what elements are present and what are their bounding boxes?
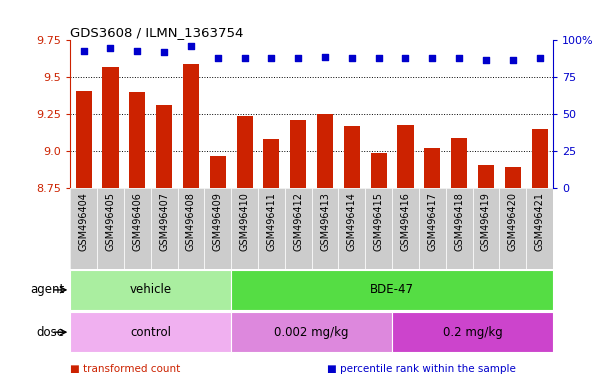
Bar bbox=[151, 188, 178, 269]
Bar bbox=[231, 188, 258, 269]
Bar bbox=[103, 67, 119, 188]
Text: ■ percentile rank within the sample: ■ percentile rank within the sample bbox=[327, 364, 516, 374]
Bar bbox=[317, 114, 333, 188]
Text: GSM496420: GSM496420 bbox=[508, 192, 518, 251]
Point bbox=[159, 49, 169, 55]
Bar bbox=[371, 153, 387, 188]
Text: GSM496421: GSM496421 bbox=[535, 192, 544, 251]
Bar bbox=[178, 188, 204, 269]
Bar bbox=[70, 312, 231, 353]
Point bbox=[401, 55, 411, 61]
Text: GSM496417: GSM496417 bbox=[427, 192, 437, 251]
Text: GSM496418: GSM496418 bbox=[454, 192, 464, 251]
Point bbox=[133, 48, 142, 54]
Text: GSM496419: GSM496419 bbox=[481, 192, 491, 251]
Bar bbox=[204, 188, 231, 269]
Bar bbox=[70, 270, 231, 310]
Point bbox=[508, 56, 518, 63]
Text: GSM496404: GSM496404 bbox=[79, 192, 89, 251]
Bar bbox=[451, 138, 467, 188]
Point bbox=[186, 43, 196, 49]
Bar bbox=[526, 188, 553, 269]
Point bbox=[428, 55, 437, 61]
Text: agent: agent bbox=[30, 283, 64, 296]
Text: 0.2 mg/kg: 0.2 mg/kg bbox=[442, 326, 502, 339]
Bar bbox=[183, 64, 199, 188]
Point bbox=[266, 55, 276, 61]
Bar bbox=[338, 188, 365, 269]
Point bbox=[213, 55, 222, 61]
Bar bbox=[344, 126, 360, 188]
Text: GSM496415: GSM496415 bbox=[374, 192, 384, 251]
Text: BDE-47: BDE-47 bbox=[370, 283, 414, 296]
Text: control: control bbox=[130, 326, 171, 339]
Bar bbox=[424, 148, 441, 188]
Bar bbox=[419, 188, 445, 269]
Bar bbox=[312, 188, 338, 269]
Text: GSM496409: GSM496409 bbox=[213, 192, 223, 251]
Text: GDS3608 / ILMN_1363754: GDS3608 / ILMN_1363754 bbox=[70, 26, 244, 39]
Text: ■ transformed count: ■ transformed count bbox=[70, 364, 180, 374]
Bar bbox=[397, 124, 414, 188]
Bar bbox=[532, 129, 547, 188]
Bar bbox=[76, 91, 92, 188]
Text: GSM496416: GSM496416 bbox=[400, 192, 411, 251]
Text: GSM496413: GSM496413 bbox=[320, 192, 330, 251]
Point bbox=[79, 48, 89, 54]
Text: GSM496411: GSM496411 bbox=[266, 192, 276, 251]
Point bbox=[374, 55, 384, 61]
Bar bbox=[392, 188, 419, 269]
Point bbox=[320, 53, 330, 60]
Bar bbox=[365, 188, 392, 269]
Text: GSM496407: GSM496407 bbox=[159, 192, 169, 251]
Bar bbox=[505, 167, 521, 188]
Text: GSM496410: GSM496410 bbox=[240, 192, 249, 251]
Bar bbox=[290, 120, 306, 188]
Bar bbox=[124, 188, 151, 269]
Text: GSM496408: GSM496408 bbox=[186, 192, 196, 251]
Bar bbox=[499, 188, 526, 269]
Point bbox=[106, 45, 115, 51]
Bar bbox=[258, 188, 285, 269]
Text: GSM496412: GSM496412 bbox=[293, 192, 303, 251]
Text: 0.002 mg/kg: 0.002 mg/kg bbox=[274, 326, 349, 339]
Bar bbox=[70, 188, 97, 269]
Bar bbox=[472, 188, 499, 269]
Bar bbox=[445, 188, 472, 269]
Point bbox=[481, 56, 491, 63]
Point bbox=[240, 55, 249, 61]
Text: dose: dose bbox=[36, 326, 64, 339]
Bar bbox=[156, 105, 172, 188]
Bar bbox=[231, 312, 392, 353]
Point bbox=[535, 55, 544, 61]
Text: vehicle: vehicle bbox=[130, 283, 172, 296]
Point bbox=[454, 55, 464, 61]
Bar bbox=[285, 188, 312, 269]
Bar bbox=[263, 139, 279, 188]
Bar bbox=[231, 270, 553, 310]
Bar bbox=[236, 116, 252, 188]
Text: GSM496405: GSM496405 bbox=[106, 192, 115, 251]
Point bbox=[347, 55, 357, 61]
Bar bbox=[97, 188, 124, 269]
Bar bbox=[210, 156, 226, 188]
Point bbox=[293, 55, 303, 61]
Bar bbox=[130, 92, 145, 188]
Text: GSM496406: GSM496406 bbox=[133, 192, 142, 251]
Bar bbox=[478, 164, 494, 188]
Text: GSM496414: GSM496414 bbox=[347, 192, 357, 251]
Bar bbox=[392, 312, 553, 353]
